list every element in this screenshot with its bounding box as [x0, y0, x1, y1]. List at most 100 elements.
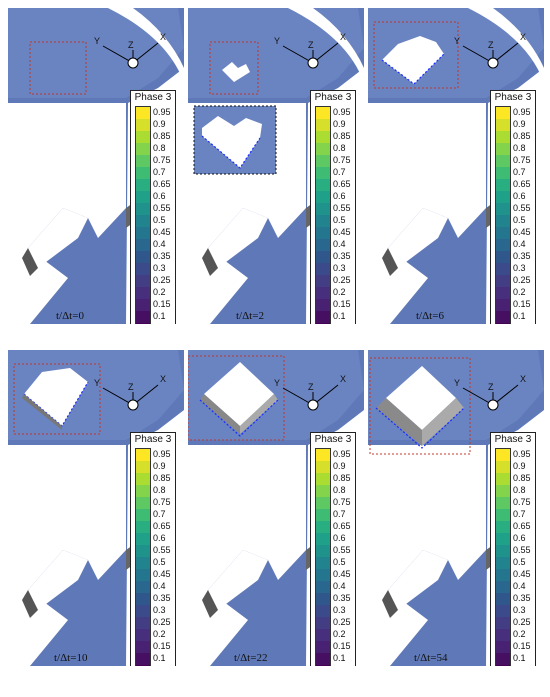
legend-swatch: [496, 227, 510, 240]
legend-tick-label: 0.15: [153, 640, 171, 651]
legend-tick-label: 0.55: [513, 202, 531, 213]
legend-tick-label: 0.6: [333, 190, 346, 201]
axis-label-z: Z: [488, 40, 494, 50]
legend-swatch: [136, 473, 150, 486]
legend-swatch: [496, 167, 510, 180]
legend-tick-label: 0.45: [513, 568, 531, 579]
legend-tick-label: 0.95: [513, 448, 531, 459]
legend-swatch: [496, 311, 510, 324]
zoom-box: [369, 357, 471, 455]
zoom-box: [29, 41, 87, 95]
panel-caption: t/Δt=22: [234, 652, 268, 664]
legend-swatch: [316, 119, 330, 132]
legend-tick-label: 0.8: [153, 484, 166, 495]
legend-swatch: [136, 287, 150, 300]
legend-tick-label: 0.2: [513, 628, 526, 639]
legend-swatch: [316, 521, 330, 534]
legend-tick-label: 0.55: [153, 544, 171, 555]
legend-tick-label: 0.3: [333, 262, 346, 273]
legend-swatch: [136, 275, 150, 288]
legend-swatch: [136, 485, 150, 498]
legend-swatch: [316, 299, 330, 312]
legend-swatch: [316, 191, 330, 204]
phase-legend: Phase 3 0.95 0.9 0.85 0.8 0.75 0.7 0.65 0.6 0.55 0…: [130, 90, 176, 324]
legend-swatch: [316, 569, 330, 582]
legend-swatch: [496, 299, 510, 312]
legend-swatch: [496, 461, 510, 474]
legend-swatch: [136, 569, 150, 582]
axis-label-x: X: [520, 374, 527, 384]
legend-tick-label: 0.7: [513, 166, 526, 177]
legend-swatch: [496, 239, 510, 252]
axis-triad: [282, 384, 339, 411]
legend-tick-label: 0.6: [513, 532, 526, 543]
legend-swatch: [496, 449, 510, 462]
legend-swatch: [316, 167, 330, 180]
legend-tick-label: 0.85: [513, 130, 531, 141]
legend-swatch: [496, 641, 510, 654]
legend-swatch: [316, 311, 330, 324]
legend-swatch: [496, 179, 510, 192]
legend-swatch: [136, 131, 150, 144]
legend-swatch: [496, 557, 510, 570]
legend-tick-label: 0.75: [513, 154, 531, 165]
legend-colorbar: [135, 448, 151, 666]
legend-tick-label: 0.65: [513, 178, 531, 189]
legend-tick-label: 0.5: [153, 214, 166, 225]
legend-swatch: [316, 131, 330, 144]
legend-tick-label: 0.7: [513, 508, 526, 519]
legend-tick-label: 0.9: [513, 460, 526, 471]
phase-legend: Phase 3 0.95 0.9 0.85 0.8 0.75 0.7 0.65 0.6 0.55 0…: [490, 90, 536, 324]
legend-tick-label: 0.85: [333, 130, 351, 141]
legend-tick-label: 0.9: [333, 118, 346, 129]
legend-tick-label: 0.15: [333, 298, 351, 309]
zoom-box: [209, 41, 259, 95]
legend-swatch: [136, 461, 150, 474]
legend-swatch: [136, 323, 150, 324]
legend-swatch: [316, 557, 330, 570]
legend-tick-label: 0.35: [333, 250, 351, 261]
legend-swatch: [496, 497, 510, 510]
legend-swatch: [136, 119, 150, 132]
legend-title: Phase 3: [494, 434, 532, 445]
legend-tick-label: 0.8: [513, 142, 526, 153]
legend-tick-label: 0.95: [513, 106, 531, 117]
legend-swatch: [316, 323, 330, 324]
legend-tick-label: 0.75: [153, 154, 171, 165]
legend-tick-label: 0.45: [153, 568, 171, 579]
legend-tick-label: 0.25: [333, 274, 351, 285]
legend-swatch: [496, 119, 510, 132]
zoom-box: [188, 355, 285, 441]
axis-triad: [102, 42, 159, 69]
legend-tick-label: 0.65: [333, 520, 351, 531]
blade-surface: [188, 350, 364, 666]
axis-label-z: Z: [128, 40, 134, 50]
legend-colorbar: [495, 106, 511, 324]
legend-swatch: [316, 605, 330, 618]
legend-swatch: [316, 653, 330, 666]
legend-tick-label: 0.3: [513, 262, 526, 273]
legend-swatch: [316, 665, 330, 666]
axis-label-z: Z: [128, 382, 134, 392]
legend-swatch: [316, 179, 330, 192]
legend-swatch: [136, 521, 150, 534]
legend-tick-label: 0.2: [153, 628, 166, 639]
axis-label-y: Y: [454, 36, 461, 46]
legend-swatch: [136, 251, 150, 264]
legend-tick-label: 0.6: [153, 190, 166, 201]
legend-colorbar: [315, 448, 331, 666]
legend-tick-label: 0.1: [333, 310, 346, 321]
legend-tick-label: 0.05: [513, 323, 531, 324]
legend-swatch: [496, 485, 510, 498]
legend-title: Phase 3: [494, 92, 532, 103]
legend-swatch: [136, 497, 150, 510]
axis-label-z: Z: [488, 382, 494, 392]
legend-tick-label: 0.55: [333, 544, 351, 555]
legend-tick-label: 0.85: [333, 472, 351, 483]
legend-tick-label: 0.8: [513, 484, 526, 495]
blade-surface: [368, 8, 544, 324]
legend-title: Phase 3: [314, 434, 352, 445]
legend-tick-label: 0.95: [153, 106, 171, 117]
legend-tick-label: 0.9: [333, 460, 346, 471]
legend-swatch: [136, 629, 150, 642]
